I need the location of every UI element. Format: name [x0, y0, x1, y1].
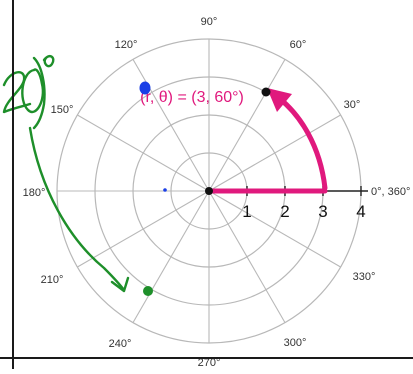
angle-label-90: 90°: [201, 16, 218, 28]
angle-label-120: 120°: [115, 39, 138, 51]
angle-label-300: 300°: [284, 337, 307, 349]
ink-arrow-head: [110, 276, 130, 293]
angle-label-0: 0°, 360°: [371, 186, 410, 198]
arc-arrowhead: [267, 88, 292, 112]
spoke-300: [208, 190, 286, 323]
ink-arrow-shaft: [28, 126, 126, 292]
angle-label-180: 180°: [23, 187, 46, 199]
frame-left-edge: [12, 0, 14, 369]
radius-label-1: 1: [242, 202, 251, 221]
radius-label-4: 4: [356, 202, 365, 221]
ink-blue-blot: [139, 81, 151, 95]
radius-label-2: 2: [280, 202, 289, 221]
spoke-330: [208, 190, 341, 268]
ink-digit-two: [2, 71, 32, 114]
ink-digit-zero: [21, 68, 45, 114]
ink-blue-dot: [163, 188, 167, 192]
spoke-120: [132, 59, 210, 192]
angle-label-60: 60°: [290, 39, 307, 51]
spoke-240: [132, 190, 210, 323]
radius-labels: 1 2 3 4: [242, 202, 365, 221]
angle-label-30: 30°: [344, 99, 361, 111]
angle-label-210: 210°: [41, 274, 64, 286]
angle-label-150: 150°: [51, 104, 74, 116]
point-label: (r, θ) = (3, 60°): [140, 89, 244, 106]
ink-green-dot: [143, 286, 153, 296]
ink-degree-mark: [42, 54, 55, 68]
spoke-60: [208, 59, 286, 192]
angle-label-270: 270°: [198, 357, 221, 369]
ink-paren: [32, 56, 46, 130]
angle-label-330: 330°: [353, 271, 376, 283]
frame-bottom-edge: [0, 357, 413, 359]
angle-labels: 0°, 360° 30° 60° 90° 120° 150° 180° 210°…: [23, 16, 411, 369]
origin-pole: [205, 187, 213, 195]
spoke-150: [77, 114, 210, 192]
angle-label-240: 240°: [109, 338, 132, 350]
polar-grid-spokes: [57, 39, 341, 343]
spoke-210: [77, 190, 210, 268]
radius-label-3: 3: [318, 202, 327, 221]
spoke-30: [208, 114, 341, 192]
angle-arc: [276, 95, 328, 191]
plotted-point: [261, 87, 271, 97]
handwritten-ink: [2, 54, 130, 293]
